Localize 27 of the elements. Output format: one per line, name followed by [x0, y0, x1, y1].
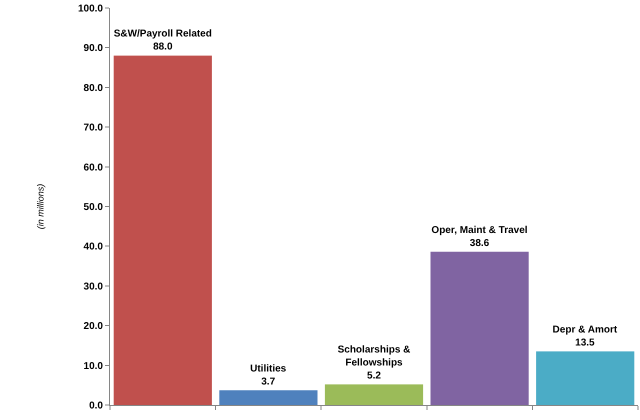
bar [114, 56, 212, 405]
y-tick-label: 40.0 [84, 242, 104, 253]
y-tick-label: 90.0 [84, 43, 104, 54]
data-label: 38.6 [470, 238, 490, 249]
y-tick-label: 70.0 [84, 122, 104, 134]
y-tick-label: 20.0 [84, 321, 104, 332]
bar [219, 390, 318, 405]
y-tick-label: 10.0 [84, 360, 104, 372]
y-tick-label: 60.0 [84, 162, 104, 174]
data-label: 5.2 [367, 370, 382, 382]
x-tick-label: Scholarships & Fellowships [338, 344, 410, 368]
x-tick-label: S&W/Payroll Related [114, 28, 212, 40]
data-label: 88.0 [153, 42, 173, 53]
y-tick-label: 100.0 [78, 4, 104, 14]
bar [536, 351, 634, 405]
y-tick-label: 80.0 [84, 82, 104, 94]
bar [430, 252, 529, 405]
data-label: 13.5 [575, 337, 596, 348]
y-tick-label: 30.0 [84, 281, 104, 292]
x-tick-label: Utilities [250, 363, 287, 374]
data-label: 3.7 [261, 376, 276, 388]
y-tick-label: 50.0 [84, 202, 104, 213]
y-axis-title: (in millions) [35, 184, 46, 230]
y-tick-label: 0.0 [89, 400, 104, 412]
bar [324, 384, 424, 405]
x-tick-label: Depr & Amort [552, 324, 618, 336]
x-tick-label: Oper, Maint & Travel [431, 224, 528, 236]
